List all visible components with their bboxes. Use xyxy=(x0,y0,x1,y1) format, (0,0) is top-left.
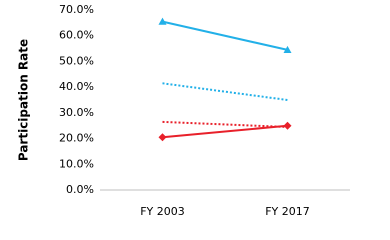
y-tick-label: 20.0% xyxy=(59,132,94,145)
series-line xyxy=(162,20,288,51)
y-tick-label: 60.0% xyxy=(59,29,94,42)
y-axis-label: Participation Rate xyxy=(17,39,31,161)
marker xyxy=(283,45,292,54)
series-line xyxy=(162,120,288,128)
x-tick-label: FY 2003 xyxy=(140,205,185,218)
series-line xyxy=(162,82,288,101)
y-tick-label: 50.0% xyxy=(59,54,94,67)
x-tick-label: FY 2017 xyxy=(265,205,310,218)
y-tick-label: 30.0% xyxy=(59,106,94,119)
y-tick-label: 10.0% xyxy=(59,157,94,170)
marker xyxy=(283,121,292,130)
marker xyxy=(158,133,167,142)
series-line xyxy=(162,124,288,139)
y-tick-label: 40.0% xyxy=(59,80,94,93)
y-tick-label: 0.0% xyxy=(66,183,94,196)
y-tick-label: 70.0% xyxy=(59,3,94,16)
marker xyxy=(158,17,167,25)
